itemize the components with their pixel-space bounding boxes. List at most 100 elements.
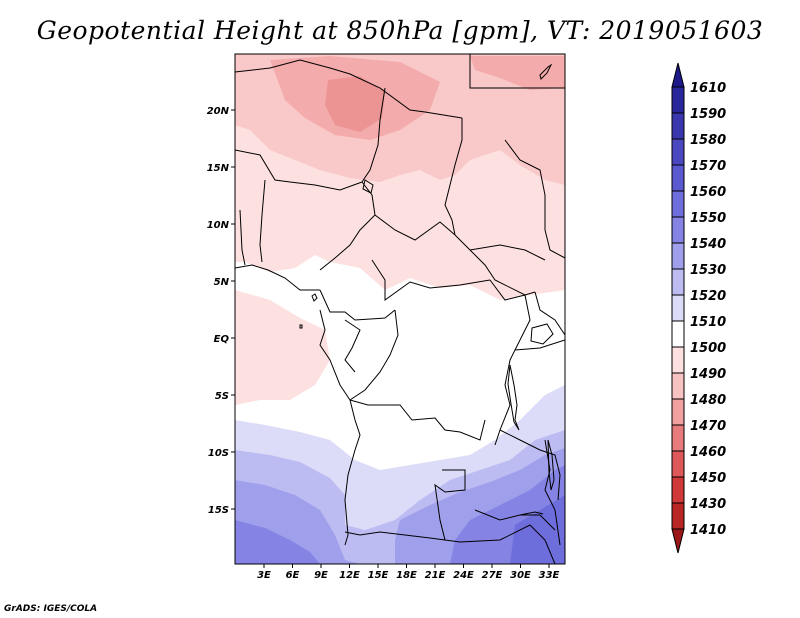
lon-label: 24E	[453, 570, 474, 581]
border-benin-togo	[259, 179, 266, 263]
plot-frame	[234, 53, 566, 565]
colorbar-box	[671, 502, 685, 530]
colorbar-top-arrow	[671, 62, 685, 88]
border-ghana	[239, 209, 246, 266]
border-libya-egypt	[469, 54, 565, 89]
grads-credit: GrADS: IGES/COLA	[4, 604, 98, 614]
border-uganda-kenya	[534, 291, 565, 336]
border-cameroon-gabon	[319, 289, 396, 321]
colorbar-label: 1510	[690, 315, 726, 330]
colorbar-label: 1470	[690, 419, 726, 434]
height-field	[235, 54, 565, 564]
colorbar-label: 1590	[690, 107, 726, 122]
field-1500-band-west	[235, 290, 330, 405]
border-sudan-ethiopia	[504, 139, 565, 259]
colorbar-box	[671, 346, 685, 374]
border-angola-namibia	[344, 531, 461, 543]
lat-label: 15N	[207, 163, 230, 174]
lake-malawi	[547, 439, 555, 491]
lon-label: 30E	[510, 570, 531, 581]
colorbar-label: 1610	[690, 81, 726, 96]
red-sea-coast	[539, 63, 553, 80]
lon-label: 15E	[368, 570, 389, 581]
colorbar-label: 1460	[690, 445, 726, 460]
colorbar-label: 1500	[690, 341, 726, 356]
colorbar-label: 1520	[690, 289, 726, 304]
lake-chad	[362, 179, 374, 194]
coast-gabon-congo	[319, 309, 351, 401]
colorbar-label: 1570	[690, 159, 726, 174]
border-angola-zambia	[434, 469, 466, 541]
border-chad-sudan	[444, 118, 471, 251]
field-1470-band	[325, 76, 385, 132]
colorbar-box	[671, 190, 685, 218]
border-niger-nigeria	[235, 149, 363, 191]
lon-label: 3E	[257, 570, 271, 581]
colorbar-label: 1550	[690, 211, 726, 226]
colorbar-box	[671, 242, 685, 270]
lon-label: 21E	[425, 570, 446, 581]
lon-label: 9E	[314, 570, 328, 581]
lon-label: 27E	[482, 570, 503, 581]
lake-kariba	[519, 511, 544, 516]
colorbar-label: 1540	[690, 237, 726, 252]
border-cameroon-car	[371, 259, 491, 301]
colorbar-label: 1530	[690, 263, 726, 278]
border-car-sudan-south	[469, 249, 536, 296]
border-chad-car	[374, 214, 456, 241]
border-namibia-botswana	[459, 524, 556, 564]
colorbar-box	[671, 86, 685, 114]
coast-angola	[344, 399, 361, 546]
lake-victoria	[530, 323, 554, 345]
lat-label: 10N	[207, 220, 230, 231]
colorbar-box	[671, 216, 685, 244]
longitude-ticks	[263, 564, 550, 568]
colorbar-box	[671, 164, 685, 192]
sao-tome-island	[299, 324, 303, 329]
map-title: Geopotential Height at 850hPa [gpm], VT:…	[36, 16, 764, 45]
colorbar-box	[671, 372, 685, 400]
latitude-ticks	[231, 109, 235, 510]
colorbar-box	[671, 112, 685, 140]
bioko-island	[311, 293, 318, 302]
field-1560-band	[510, 495, 565, 564]
longitude-labels: 3E 6E 9E 12E 15E 18E 21E 24E 27E 30E 33E	[257, 570, 559, 581]
colorbar-box	[671, 268, 685, 296]
lon-label: 18E	[396, 570, 417, 581]
colorbar-label: 1490	[690, 367, 726, 382]
field-1480-band-ne	[470, 56, 565, 90]
border-sudan-south	[469, 244, 546, 261]
colorbar-bottom-arrow	[671, 528, 685, 554]
border-niger-nigeria-chad	[361, 87, 386, 183]
field-1550-band	[235, 520, 320, 564]
lat-label: 10S	[208, 448, 229, 459]
border-gabon-congo	[344, 319, 361, 373]
colorbar: 1610 1590 1580 1570 1560 1550 1540 1530 1520 1510…	[671, 62, 726, 554]
colorbar-label: 1480	[690, 393, 726, 408]
colorbar-box	[671, 398, 685, 426]
lat-label: 5S	[215, 391, 229, 402]
lat-label: 15S	[208, 505, 229, 516]
colorbar-label: 1430	[690, 497, 726, 512]
lat-label: 20N	[207, 106, 230, 117]
coast-west-africa	[235, 264, 320, 291]
lat-label: 5N	[214, 277, 230, 288]
colorbar-box	[671, 320, 685, 348]
lon-label: 12E	[339, 570, 360, 581]
colorbar-box	[671, 450, 685, 478]
border-congo-drc	[349, 309, 399, 401]
colorbar-label: 1410	[690, 523, 726, 538]
political-borders	[235, 54, 565, 564]
lon-label: 33E	[539, 570, 560, 581]
colorbar-label: 1580	[690, 133, 726, 148]
lon-label: 6E	[286, 570, 300, 581]
border-nigeria-cameroon	[319, 181, 376, 271]
colorbar-box	[671, 138, 685, 166]
lat-label: EQ	[214, 334, 230, 345]
colorbar-box	[671, 424, 685, 452]
lake-tanganyika	[507, 364, 520, 431]
border-drc-angola	[349, 399, 486, 441]
colorbar-label: 1560	[690, 185, 726, 200]
colorbar-box	[671, 476, 685, 504]
